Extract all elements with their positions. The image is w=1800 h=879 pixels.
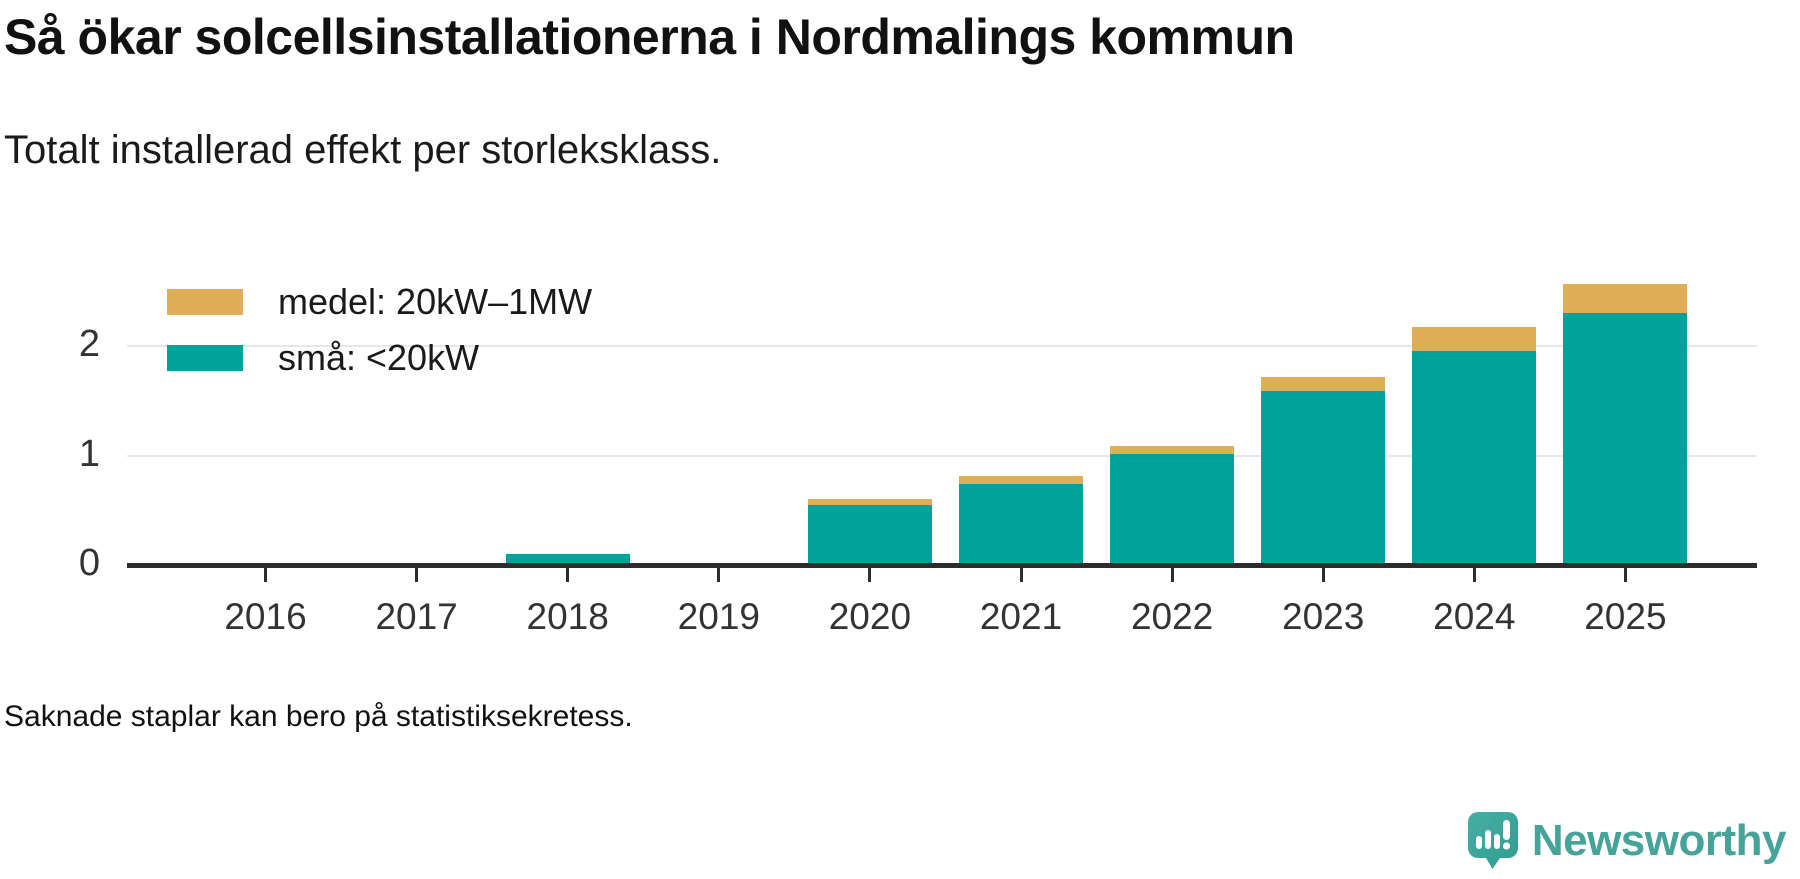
- gridline-y1: [127, 454, 1757, 457]
- bar-segment-2021-små: [959, 483, 1083, 565]
- y-axis-tick-label: 1: [78, 432, 100, 475]
- x-axis-label-2025: 2025: [1584, 596, 1667, 637]
- legend-label: medel: 20kW–1MW: [278, 281, 593, 322]
- y-axis-tick-label: 2: [78, 323, 100, 365]
- legend-item-små: små: <20kW: [167, 337, 479, 379]
- x-axis-tick-2016: [264, 568, 267, 582]
- bar-segment-2023-medel: [1261, 376, 1386, 391]
- x-axis-tick-2019: [717, 568, 721, 582]
- bar-segment-2023-små: [1261, 390, 1386, 565]
- chart-footnote: Saknade staplar kan bero på statistiksek…: [4, 700, 633, 733]
- bar-segment-2018-små: [505, 554, 630, 565]
- x-axis-label-2019: 2019: [677, 596, 760, 637]
- bar-segment-2022-små: [1110, 454, 1235, 565]
- x-axis-tick-2025: [1623, 568, 1627, 582]
- x-axis-tick-2022: [1170, 568, 1174, 582]
- newsworthy-logo-icon: [1467, 812, 1518, 869]
- newsworthy-wordmark: Newsworthy: [1531, 816, 1787, 865]
- x-axis-label-2018: 2018: [526, 596, 609, 637]
- legend-swatch: [167, 345, 243, 371]
- x-axis-label-2022: 2022: [1130, 596, 1214, 637]
- legend-label: små: <20kW: [278, 337, 480, 378]
- x-axis-label-2020: 2020: [828, 596, 912, 637]
- bar-segment-2020-små: [807, 504, 932, 565]
- x-axis-tick-2018: [566, 568, 570, 582]
- newsworthy-branding: Newsworthy: [1467, 812, 1787, 870]
- x-axis-label-2021: 2021: [979, 596, 1063, 637]
- x-axis-line: [127, 563, 1757, 568]
- legend-item-medel: medel: 20kW–1MW: [167, 281, 592, 323]
- legend-swatch: [167, 289, 243, 315]
- bar-segment-2020-medel: [807, 499, 932, 505]
- chart-subtitle: Totalt installerad effekt per storlekskl…: [4, 128, 722, 172]
- x-axis-label-2024: 2024: [1433, 596, 1516, 637]
- x-axis-label-2017: 2017: [375, 596, 458, 637]
- x-axis-tick-2024: [1472, 568, 1476, 582]
- x-axis-tick-2023: [1321, 568, 1325, 582]
- x-axis-label-2023: 2023: [1282, 596, 1365, 637]
- gridline-y2: [127, 345, 1757, 347]
- x-axis-tick-2017: [415, 568, 419, 582]
- x-axis-tick-2020: [868, 568, 872, 582]
- bar-segment-2024-medel: [1412, 327, 1537, 352]
- bar-segment-2021-medel: [959, 476, 1083, 484]
- x-axis-label-2016: 2016: [224, 596, 307, 637]
- bar-segment-2024-små: [1412, 351, 1537, 565]
- bar-segment-2022-medel: [1110, 445, 1235, 455]
- bar-segment-2025-medel: [1563, 283, 1688, 314]
- chart-title: Så ökar solcellsinstallationerna i Nordm…: [4, 9, 1295, 65]
- x-axis-tick-2021: [1019, 568, 1023, 582]
- y-axis-tick-label: 0: [78, 542, 100, 584]
- bar-segment-2025-små: [1563, 313, 1688, 565]
